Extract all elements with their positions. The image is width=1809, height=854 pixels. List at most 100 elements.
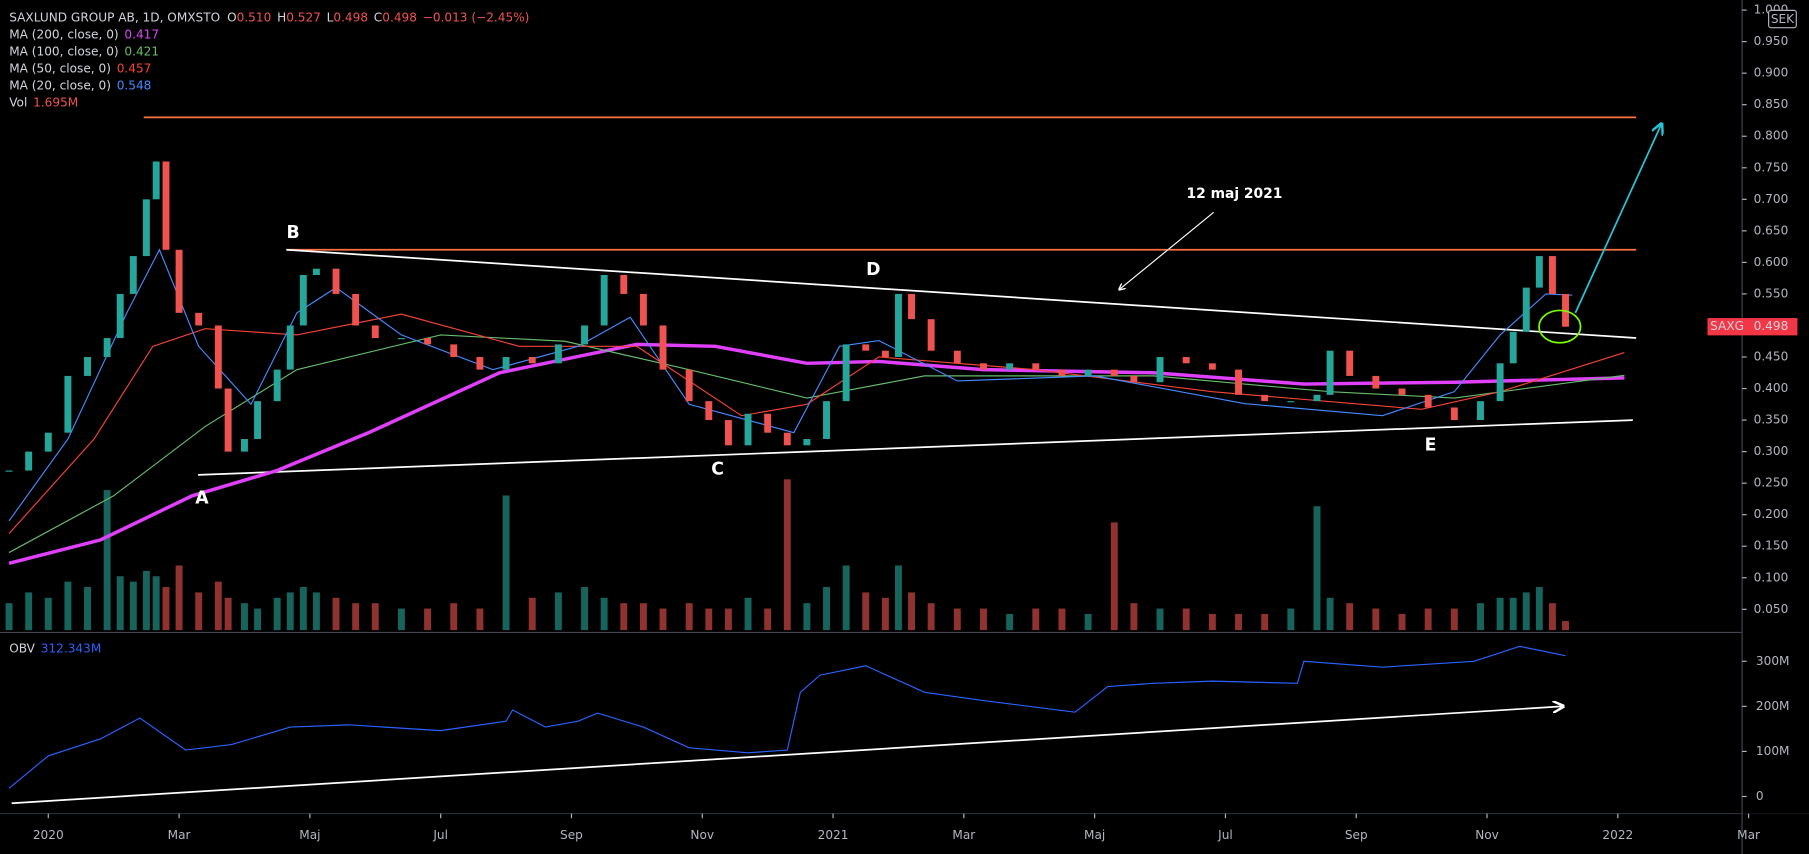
candle [980, 363, 987, 370]
volume-bar [424, 608, 432, 631]
volume-bar [1424, 608, 1432, 631]
volume-bar [1398, 613, 1406, 631]
candle [581, 325, 589, 345]
volume-bar [581, 587, 589, 631]
x-tick-label: 2021 [818, 828, 849, 842]
volume-bar [44, 597, 52, 631]
candle [502, 357, 510, 370]
candle [1535, 256, 1543, 288]
ohlc-key: H [277, 10, 286, 24]
x-tick-label: 2020 [33, 828, 64, 842]
y-tick-label: 0.600 [1754, 255, 1789, 269]
legend-value: 0.457 [117, 61, 152, 75]
volume-bar [254, 608, 262, 631]
volume-bar [908, 592, 915, 631]
point-label: E [1425, 435, 1437, 455]
candle [744, 413, 752, 446]
legend-name: MA (200, close, 0) [9, 27, 118, 41]
volume-bar [64, 581, 72, 631]
candle [1496, 363, 1504, 402]
legend-value: 0.417 [124, 27, 159, 41]
volume-bar [25, 592, 33, 631]
candle [1235, 369, 1242, 395]
volume-bar [1156, 608, 1164, 631]
price-tag [1707, 318, 1798, 336]
header: SAXLUND GROUP AB, 1D, OMXSTO O0.510 H0.527… [9, 10, 529, 24]
annotation-note: 12 maj 2021 [1187, 186, 1283, 202]
volume-bar [195, 592, 203, 631]
change: −0.013 (−2.45%) [423, 10, 530, 24]
ohlc-value: 0.498 [333, 10, 368, 24]
volume-bar [1548, 603, 1556, 631]
volume-bar [1477, 603, 1484, 631]
currency-box [1768, 9, 1797, 29]
y-tick-label: 0.800 [1754, 129, 1789, 143]
candle [724, 420, 732, 446]
volume-bar [685, 603, 693, 631]
candle [1424, 394, 1432, 408]
volume-bar [502, 495, 510, 631]
line-series [8, 645, 1566, 789]
candle [424, 338, 432, 345]
ohlc-key: O [227, 10, 237, 24]
legend-entry: MA (200, close, 0) 0.417 [9, 27, 159, 41]
volume-bar [1372, 608, 1380, 631]
candle [1006, 363, 1014, 370]
candle [397, 338, 405, 340]
volume-bar [312, 592, 320, 631]
candle [352, 293, 360, 326]
volume-bar [1006, 613, 1014, 631]
volume-bar [894, 565, 902, 631]
candle [299, 275, 307, 326]
volume-bar [142, 570, 150, 631]
volume-bar [953, 608, 961, 631]
candle [195, 312, 203, 326]
x-tick-label: Jul [1217, 828, 1233, 842]
y-tick-label: 0.750 [1754, 160, 1789, 174]
candle [554, 344, 562, 364]
candle [175, 249, 183, 313]
highlight-circle [1538, 309, 1582, 344]
candle [1522, 287, 1530, 332]
legend-entry: MA (100, close, 0) 0.421 [9, 44, 159, 58]
y-tick-label: 0.250 [1754, 476, 1789, 490]
candle [332, 268, 340, 294]
volume-bar [241, 603, 248, 631]
y-tick-label: 0.650 [1754, 223, 1789, 237]
volume-bar [639, 603, 647, 631]
x-tick-label: Mar [168, 828, 191, 842]
candle [1110, 369, 1118, 376]
legend-name: Vol [9, 95, 27, 109]
y-tick-label: 200M [1756, 699, 1790, 713]
point-label: B [286, 223, 299, 243]
volume-bar [659, 608, 667, 631]
y-tick-label: 0.400 [1754, 381, 1789, 395]
volume-bar [1509, 597, 1517, 631]
candle [705, 401, 713, 421]
point-label: C [711, 460, 724, 480]
ohlc-key: C [374, 10, 382, 24]
candle [286, 325, 294, 370]
candle [1156, 357, 1164, 383]
y-tick-label: 0.700 [1754, 192, 1789, 206]
x-tick-label: Mar [952, 828, 975, 842]
volume-bar [1562, 620, 1569, 631]
candle [371, 325, 379, 339]
volume-bar [1450, 608, 1458, 631]
y-tick-label: 0 [1756, 789, 1764, 803]
candle [1084, 369, 1092, 376]
volume-bar [1522, 592, 1530, 631]
volume-bar [299, 587, 307, 631]
volume-bar [744, 597, 752, 631]
volume-bar [286, 592, 294, 631]
volume-bar [927, 603, 935, 631]
volume-bar [162, 587, 170, 631]
y-tick-label: 0.150 [1754, 539, 1789, 553]
price-tag-symbol: SAXG [1710, 319, 1744, 333]
legend-entry: Vol 1.695M [9, 95, 78, 109]
candle [953, 350, 961, 364]
volume-bar [1058, 608, 1066, 631]
y-tick-label: 0.200 [1754, 507, 1789, 521]
legend-entry: MA (20, close, 0) 0.548 [9, 78, 151, 92]
